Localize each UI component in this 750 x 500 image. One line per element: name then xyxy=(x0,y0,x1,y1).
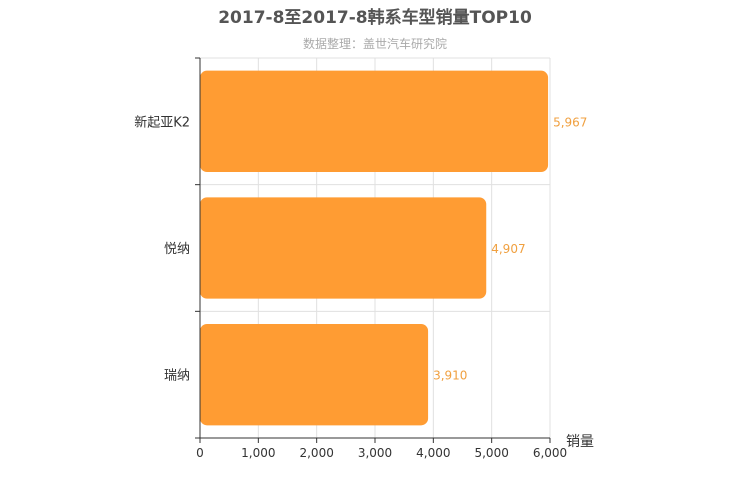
axes xyxy=(195,57,551,443)
x-tick-label: 6,000 xyxy=(533,446,567,460)
bar xyxy=(200,197,487,299)
x-tick-label: 0 xyxy=(196,446,204,460)
x-tick-label: 3,000 xyxy=(358,446,392,460)
bar-value-label: 4,907 xyxy=(491,242,525,256)
labels: 0 1,000 2,000 3,000 4,000 5,000 6,000 新起亚K2 5,96… xyxy=(134,114,587,460)
bars xyxy=(200,70,549,426)
y-category-label: 悦纳 xyxy=(164,242,190,257)
chart-title: 2017-8至2017-8韩系车型销量TOP10 xyxy=(218,7,532,28)
bar-value-label: 3,910 xyxy=(433,369,467,383)
x-tick-label: 4,000 xyxy=(416,446,450,460)
chart-subtitle: 数据整理：盖世汽车研究院 xyxy=(303,36,447,51)
y-category-label: 新起亚K2 xyxy=(134,114,190,130)
bar-value-label: 5,967 xyxy=(553,115,587,129)
x-tick-label: 5,000 xyxy=(474,446,508,460)
bar xyxy=(200,70,549,172)
x-tick-label: 1,000 xyxy=(241,446,275,460)
y-category-label: 瑞纳 xyxy=(164,369,190,384)
x-tick-label: 2,000 xyxy=(299,446,333,460)
bar xyxy=(200,324,429,426)
x-axis-label: 销量 xyxy=(566,434,594,450)
